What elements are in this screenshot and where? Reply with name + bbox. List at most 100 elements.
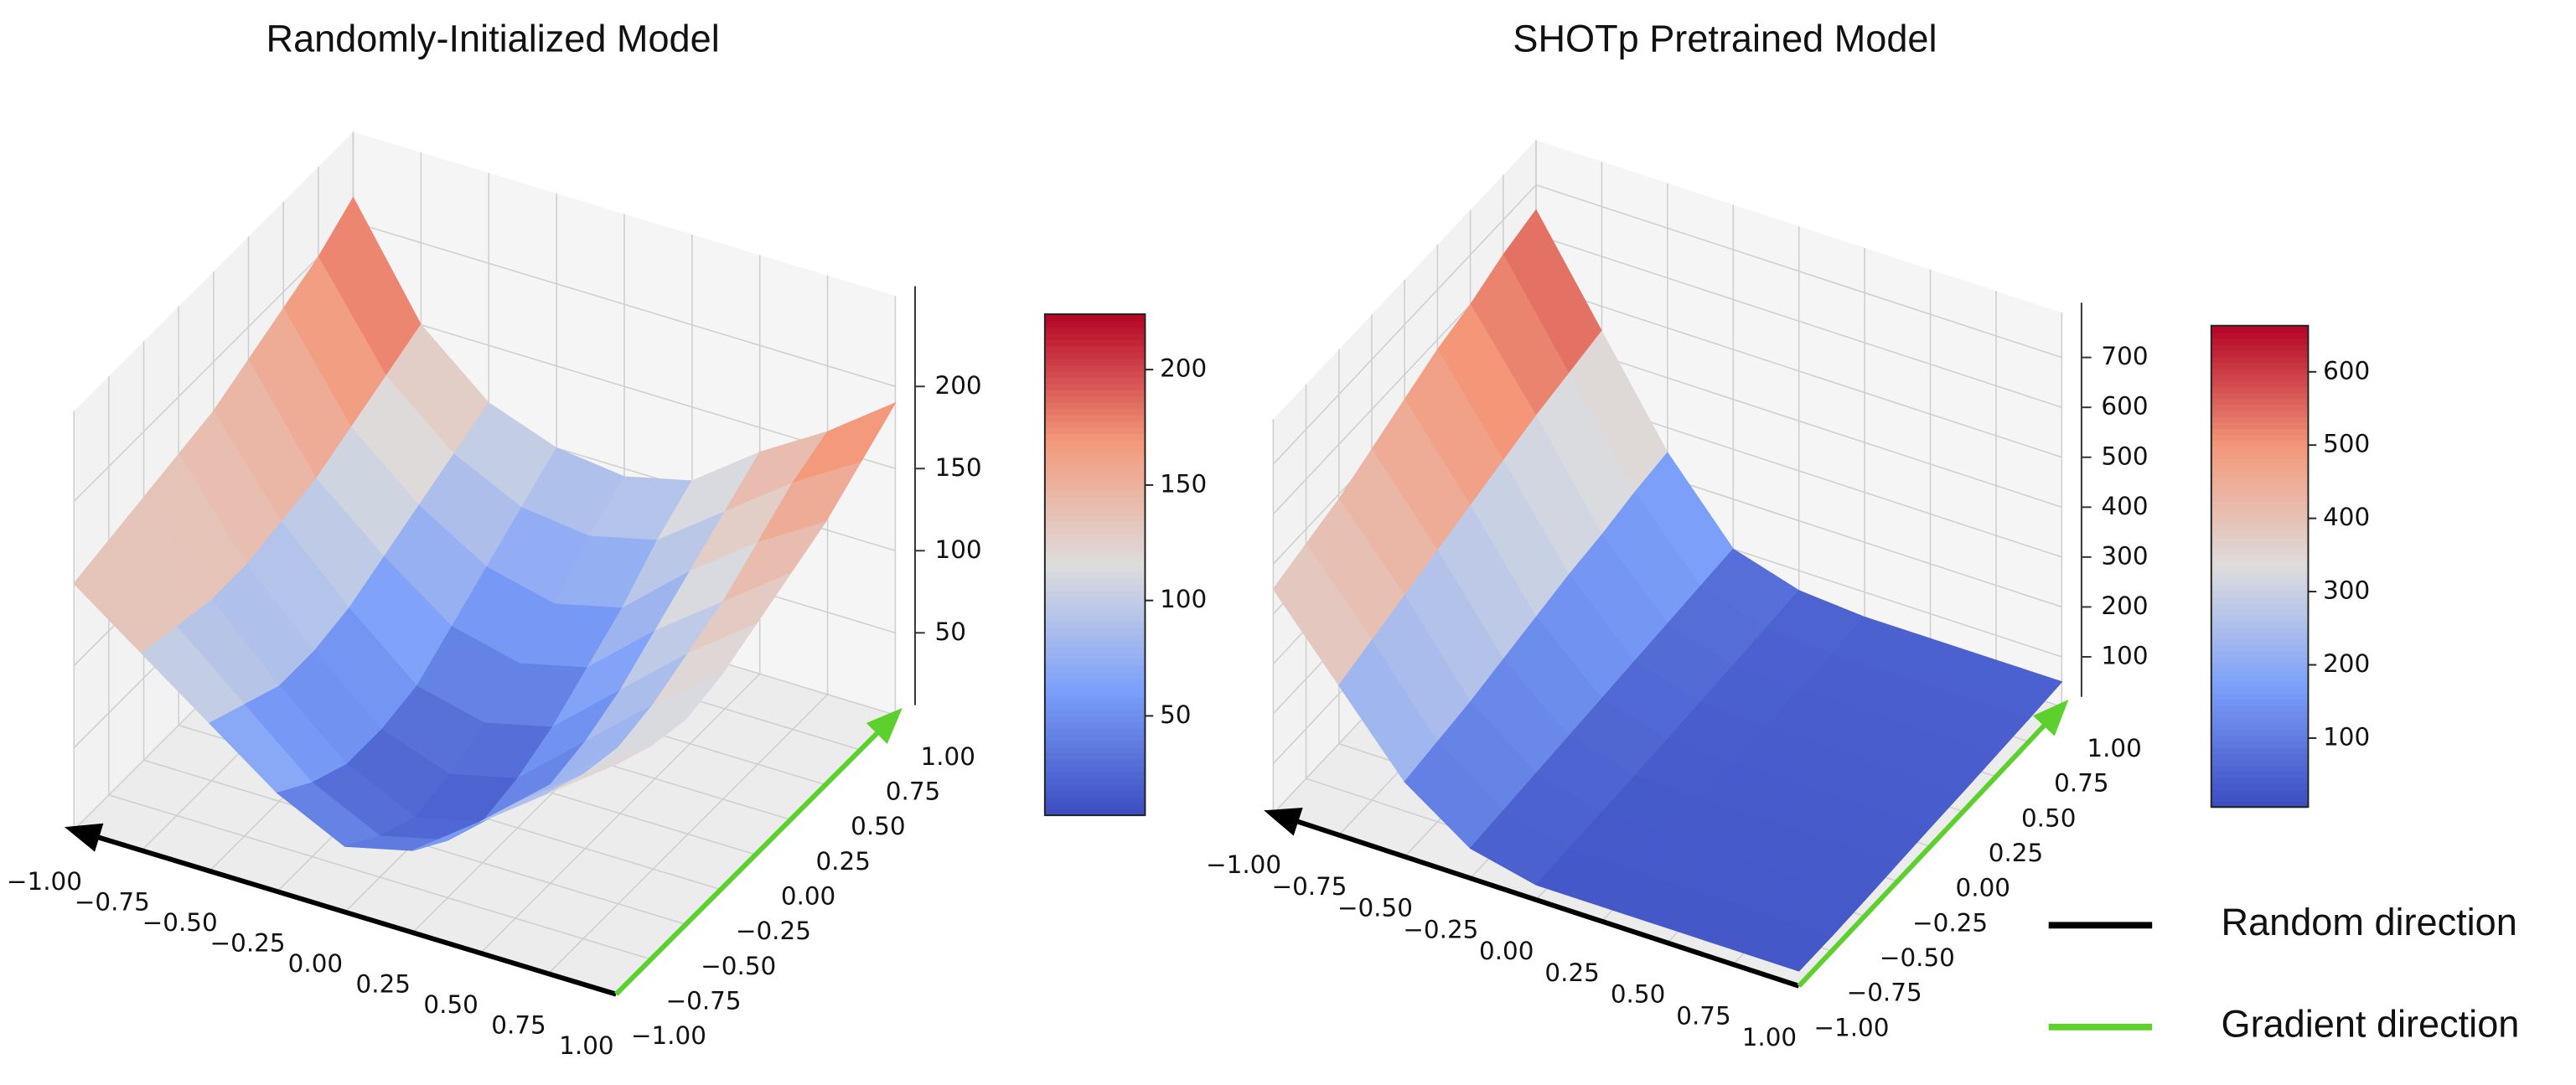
colorbar-step	[2211, 656, 2309, 664]
colorbar-step	[1044, 659, 1146, 666]
colorbar-step	[2211, 397, 2309, 406]
colorbar-step	[1044, 721, 1146, 729]
colorbar-step	[2211, 752, 2309, 760]
colorbar-step	[2211, 355, 2309, 363]
colorbar-step	[1044, 383, 1146, 390]
grid-line	[1535, 284, 2062, 458]
x-tick-label: −0.25	[210, 928, 286, 957]
colorbar-step	[2211, 800, 2309, 809]
colorbar-step	[1044, 457, 1146, 466]
colorbar-step	[1044, 408, 1146, 416]
colorbar-step	[2211, 463, 2309, 472]
y-tick-label: −0.50	[1880, 943, 1955, 972]
colorbar-step	[1044, 695, 1146, 704]
random-direction-arrow-head	[1264, 807, 1303, 836]
grid-line	[353, 221, 896, 388]
surface-patch	[548, 745, 652, 794]
colorbar-step	[2211, 476, 2309, 483]
colorbar-step	[1044, 545, 1146, 554]
gradient-direction-arrow	[614, 713, 897, 996]
colorbar-step	[1044, 540, 1146, 547]
colorbar-step	[1044, 715, 1146, 722]
colorbar-step	[2211, 536, 2309, 544]
colorbar-step	[1044, 464, 1146, 473]
z-tick-label: 100	[935, 535, 982, 564]
colorbar-step	[2211, 680, 2309, 688]
z-tick-label: 600	[2101, 392, 2148, 421]
colorbar-step	[2211, 632, 2309, 640]
colorbar-step	[2211, 710, 2309, 718]
colorbar-step	[1044, 733, 1146, 741]
colorbar-tick-label: 200	[1160, 354, 1207, 383]
grid-line	[1272, 184, 1537, 465]
colorbar-step	[2211, 433, 2309, 442]
colorbar-step	[1044, 589, 1146, 597]
x-tick-label: 0.00	[288, 949, 343, 978]
colorbar-step	[2211, 452, 2309, 459]
colorbar-tick-label: 500	[2323, 430, 2370, 458]
colorbar-step	[2211, 488, 2309, 495]
colorbar-step	[1044, 571, 1146, 579]
colorbar-tick-label: 100	[1160, 585, 1207, 613]
colorbar-step	[1044, 495, 1146, 504]
colorbar-step	[1044, 576, 1146, 585]
colorbar-step	[1044, 646, 1146, 654]
colorbar-step	[2211, 530, 2309, 538]
colorbar-step	[2211, 554, 2309, 561]
colorbar-step	[1044, 652, 1146, 660]
colorbar-step	[2211, 602, 2309, 610]
colorbar-step	[2211, 590, 2309, 598]
x-tick-label: −0.75	[75, 887, 150, 916]
y-tick-label: −0.75	[666, 986, 742, 1015]
colorbar-step	[2211, 794, 2309, 803]
x-tick-label: 0.25	[356, 969, 411, 998]
z-tick-label: 200	[2101, 592, 2148, 620]
colorbar-step	[2211, 470, 2309, 478]
colorbar-step	[1044, 376, 1146, 385]
colorbar-step	[1044, 445, 1146, 453]
colorbar-step	[2211, 482, 2309, 489]
colorbar-step	[2211, 650, 2309, 658]
colorbar-step	[2211, 338, 2309, 345]
y-tick-label: 0.75	[886, 777, 940, 805]
chart-title: Randomly-Initialized Model	[266, 17, 720, 59]
colorbar-step	[1044, 333, 1146, 341]
colorbar-step	[1044, 489, 1146, 497]
y-tick-label: 0.50	[851, 812, 905, 840]
y-tick-label: 0.00	[781, 881, 835, 910]
colorbar-step	[2211, 674, 2309, 682]
colorbar-step	[1044, 664, 1146, 673]
colorbar-step	[1044, 439, 1146, 447]
z-tick-label: 150	[935, 453, 982, 482]
colorbar-step	[1044, 608, 1146, 616]
colorbar-step	[1044, 558, 1146, 566]
colorbar-step	[1044, 527, 1146, 535]
colorbar-step	[1044, 483, 1146, 491]
x-tick-label: 0.75	[1676, 1001, 1730, 1030]
colorbar-step	[1044, 421, 1146, 428]
colorbar-step	[2211, 542, 2309, 550]
random-direction-arrow-head	[64, 823, 104, 852]
colorbar-tick-label: 100	[2323, 722, 2370, 751]
chart-title: SHOTp Pretrained Model	[1513, 17, 1937, 59]
z-tick-label: 200	[935, 371, 982, 400]
colorbar-step	[1044, 477, 1146, 484]
colorbar-step	[2211, 572, 2309, 580]
colorbar-step	[1044, 796, 1146, 804]
colorbar-step	[2211, 325, 2309, 333]
x-tick-label: −0.50	[142, 908, 218, 937]
y-tick-label: 0.00	[1956, 874, 2010, 902]
colorbar-step	[2211, 716, 2309, 724]
colorbar-step	[2211, 662, 2309, 670]
x-tick-label: 0.25	[1544, 958, 1599, 987]
colorbar-step	[2211, 596, 2309, 604]
colorbar-step	[1044, 514, 1146, 522]
colorbar-step	[1044, 552, 1146, 560]
y-tick-label: 1.00	[2087, 734, 2141, 762]
colorbar-step	[1044, 326, 1146, 334]
colorbar-step	[1044, 389, 1146, 397]
y-tick-label: 0.75	[2054, 769, 2108, 798]
colorbar-step	[1044, 470, 1146, 478]
colorbar-step	[1044, 364, 1146, 372]
